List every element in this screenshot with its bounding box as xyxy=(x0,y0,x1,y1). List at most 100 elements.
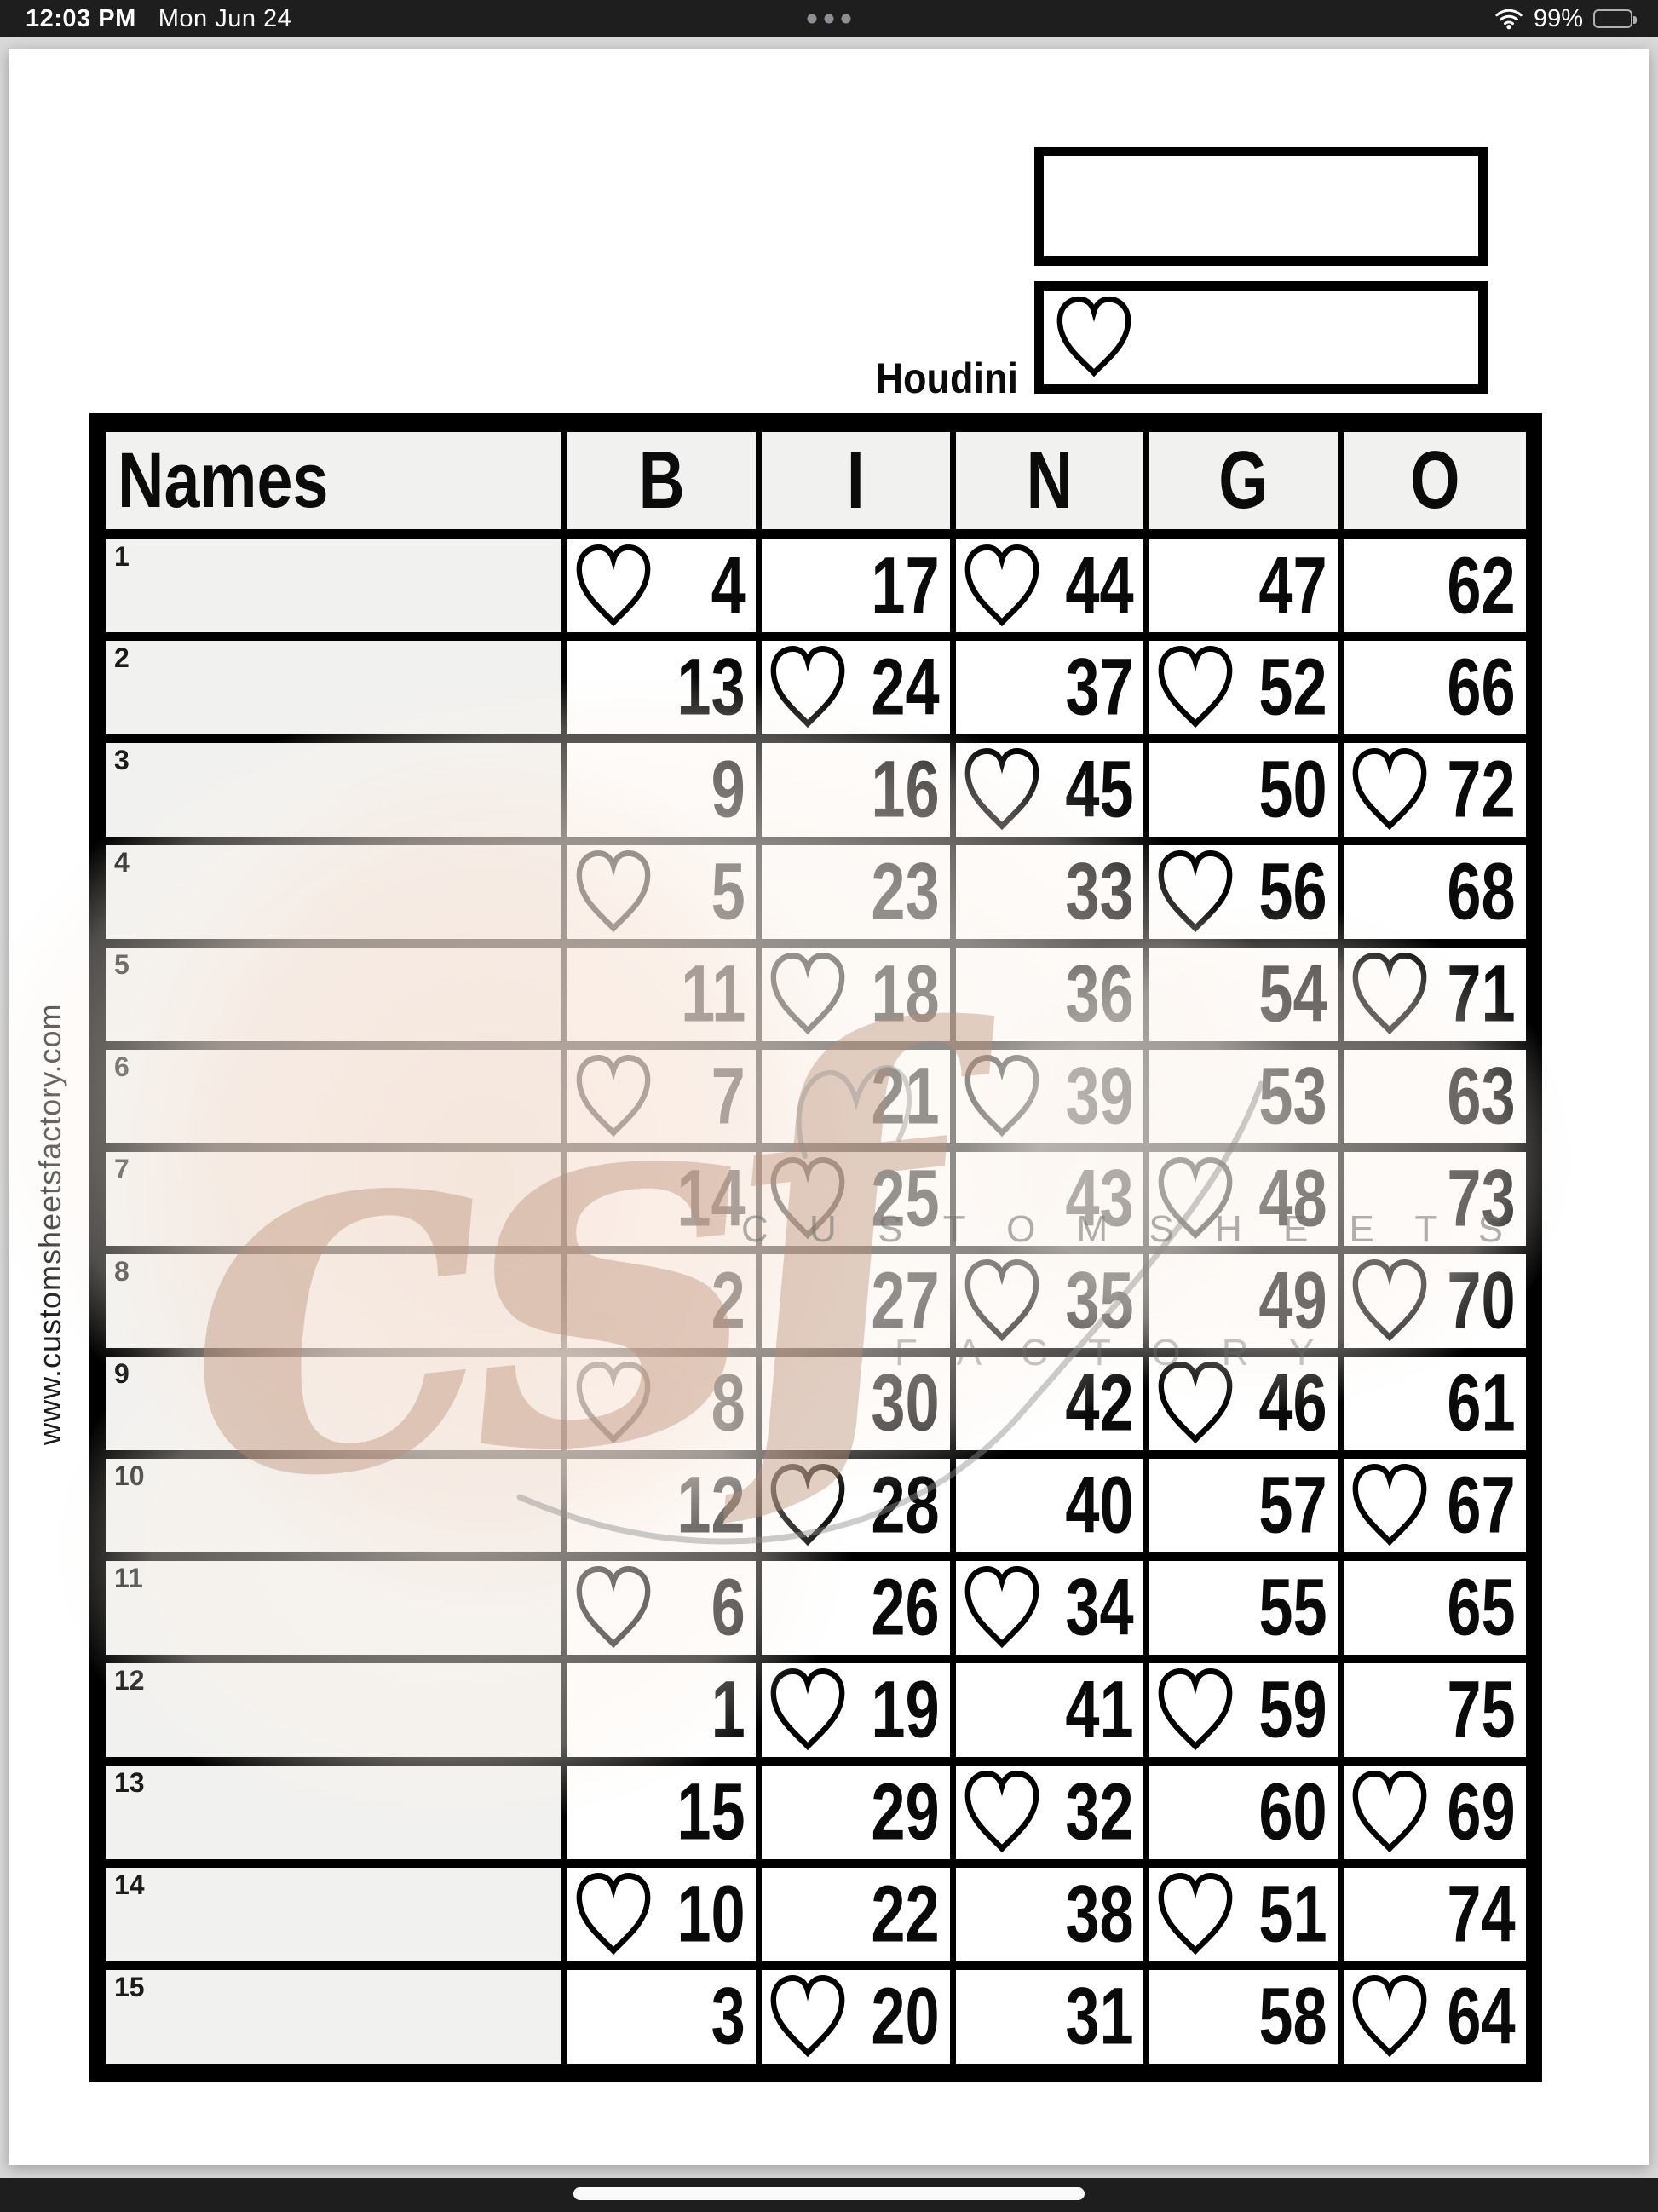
cell-number: 34 xyxy=(1065,1562,1134,1653)
cell-number: 39 xyxy=(1065,1051,1134,1142)
cell-number: 73 xyxy=(1447,1153,1516,1244)
row-number: 8 xyxy=(114,1256,130,1287)
bottom-bar xyxy=(0,2178,1658,2212)
bingo-row: 8 2 27 35 49 70 xyxy=(99,1246,1532,1357)
bingo-cell: 69 xyxy=(1338,1757,1532,1868)
bingo-cell: 7 xyxy=(561,1041,763,1152)
name-cell: 6 xyxy=(99,1041,568,1152)
bingo-row: 10 12 28 40 57 67 xyxy=(99,1450,1532,1561)
name-cell: 11 xyxy=(99,1552,568,1663)
cell-number: 7 xyxy=(711,1051,746,1142)
bingo-cell: 5 xyxy=(561,837,763,948)
bingo-cell: 20 xyxy=(756,1961,956,2072)
cell-number: 54 xyxy=(1258,948,1327,1040)
heart-icon xyxy=(577,1361,651,1444)
cell-number: 36 xyxy=(1065,948,1134,1040)
cell-number: 64 xyxy=(1447,1971,1516,2062)
bingo-cell: 40 xyxy=(949,1450,1150,1561)
cell-number: 24 xyxy=(871,642,940,733)
cell-number: 16 xyxy=(871,744,940,835)
cell-number: 52 xyxy=(1258,642,1327,733)
bingo-cell: 24 xyxy=(756,632,956,743)
heart-icon xyxy=(1158,1156,1233,1240)
heart-icon xyxy=(1352,747,1427,831)
cell-number: 75 xyxy=(1447,1664,1516,1755)
bingo-cell: 55 xyxy=(1143,1552,1344,1663)
row-number: 5 xyxy=(114,949,130,980)
marker-key-box xyxy=(1034,281,1488,394)
bingo-cell: 1 xyxy=(561,1655,763,1766)
name-cell: 8 xyxy=(99,1246,568,1357)
cell-number: 18 xyxy=(871,948,940,1040)
bingo-cell: 74 xyxy=(1338,1859,1532,1970)
bingo-cell: 65 xyxy=(1338,1552,1532,1663)
row-number: 14 xyxy=(114,1869,145,1900)
column-header-n: N xyxy=(949,423,1150,539)
cell-number: 26 xyxy=(871,1562,940,1653)
heart-icon xyxy=(964,1770,1039,1853)
bingo-cell: 26 xyxy=(756,1552,956,1663)
bingo-cell: 64 xyxy=(1338,1961,1532,2072)
home-indicator[interactable] xyxy=(573,2186,1085,2200)
name-cell: 7 xyxy=(99,1143,568,1254)
bingo-row: 12 1 19 41 59 75 xyxy=(99,1655,1532,1766)
bingo-cell: 36 xyxy=(949,939,1150,1050)
cell-number: 53 xyxy=(1258,1051,1327,1142)
name-cell: 3 xyxy=(99,734,568,845)
bingo-cell: 19 xyxy=(756,1655,956,1766)
cell-number: 46 xyxy=(1258,1357,1327,1449)
cell-number: 17 xyxy=(871,540,940,631)
game-title: Houdini xyxy=(875,354,1018,402)
names-header-cell: Names xyxy=(99,423,568,539)
cell-number: 31 xyxy=(1065,1971,1134,2062)
cell-number: 8 xyxy=(711,1357,746,1449)
bingo-cell: 14 xyxy=(561,1143,763,1254)
row-number: 4 xyxy=(114,847,130,878)
game-name-box xyxy=(1034,147,1488,266)
bingo-cell: 12 xyxy=(561,1450,763,1561)
heart-icon xyxy=(964,544,1039,626)
column-header-o: O xyxy=(1338,423,1532,539)
cell-number: 32 xyxy=(1065,1766,1134,1858)
bingo-cell: 31 xyxy=(949,1961,1150,2072)
bingo-cell: 28 xyxy=(756,1450,956,1561)
cell-number: 28 xyxy=(871,1460,940,1551)
cell-number: 48 xyxy=(1258,1153,1327,1244)
row-number: 1 xyxy=(114,541,130,572)
cell-number: 21 xyxy=(871,1051,940,1142)
cell-number: 41 xyxy=(1065,1664,1134,1755)
bingo-sheet-page[interactable]: www.customsheetsfactory.com Houdini Name… xyxy=(9,49,1649,2165)
heart-icon xyxy=(770,1463,845,1547)
multitask-ellipsis-icon[interactable] xyxy=(807,14,851,24)
heart-icon xyxy=(577,1054,651,1138)
cell-number: 72 xyxy=(1447,744,1516,835)
heart-icon xyxy=(1158,850,1233,933)
row-number: 10 xyxy=(114,1460,145,1491)
status-date: Mon Jun 24 xyxy=(158,4,292,32)
heart-icon xyxy=(1158,1668,1233,1751)
row-number: 2 xyxy=(114,642,130,673)
bingo-cell: 60 xyxy=(1143,1757,1344,1868)
cell-number: 15 xyxy=(676,1766,746,1858)
heart-icon xyxy=(577,850,651,933)
cell-number: 9 xyxy=(711,744,746,835)
bingo-cell: 16 xyxy=(756,734,956,845)
cell-number: 70 xyxy=(1447,1255,1516,1346)
heart-icon xyxy=(1158,1361,1233,1444)
cell-number: 65 xyxy=(1447,1562,1516,1653)
name-cell: 5 xyxy=(99,939,568,1050)
cell-number: 68 xyxy=(1447,846,1516,937)
column-header-b: B xyxy=(561,423,763,539)
heart-icon xyxy=(577,1872,651,1956)
bingo-cell: 33 xyxy=(949,837,1150,948)
cell-number: 5 xyxy=(711,846,746,937)
cell-number: 29 xyxy=(871,1766,940,1858)
bingo-cell: 2 xyxy=(561,1246,763,1357)
bingo-cell: 51 xyxy=(1143,1859,1344,1970)
cell-number: 25 xyxy=(871,1153,940,1244)
bingo-cell: 67 xyxy=(1338,1450,1532,1561)
bingo-row: 2 13 24 37 52 66 xyxy=(99,632,1532,743)
bingo-cell: 29 xyxy=(756,1757,956,1868)
bingo-cell: 52 xyxy=(1143,632,1344,743)
bingo-cell: 39 xyxy=(949,1041,1150,1152)
